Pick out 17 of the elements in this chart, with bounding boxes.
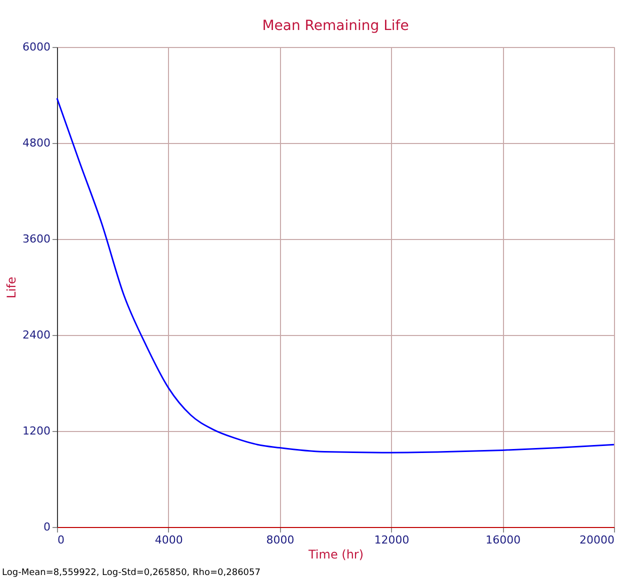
text: Log-Mean=8,559922, Log-Std=0,265850, Rho=0,286057 — [2, 568, 260, 578]
y-tick-label: 2400 — [22, 328, 50, 342]
x-axis-title: Time (hr) — [307, 548, 364, 562]
y-tick-label: 4800 — [22, 136, 50, 150]
line-series — [56, 97, 615, 454]
x-tick-label: 16000 — [486, 534, 521, 546]
x-tick-label: 0 — [58, 534, 64, 546]
x-tick-label: 20000 — [580, 534, 614, 546]
y-axis-title: Life — [4, 276, 19, 298]
y-tick-label: 3600 — [22, 232, 50, 246]
x-tick-label: 4000 — [154, 534, 183, 546]
x-tick-label: 12000 — [374, 534, 410, 546]
x-tick-label: 8000 — [266, 534, 294, 546]
y-tick-label: 1200 — [22, 424, 50, 438]
y-tick-label: 6000 — [22, 40, 50, 54]
y-tick-label: 0 — [44, 520, 50, 534]
chart-title: Mean Remaining Life — [262, 18, 409, 34]
